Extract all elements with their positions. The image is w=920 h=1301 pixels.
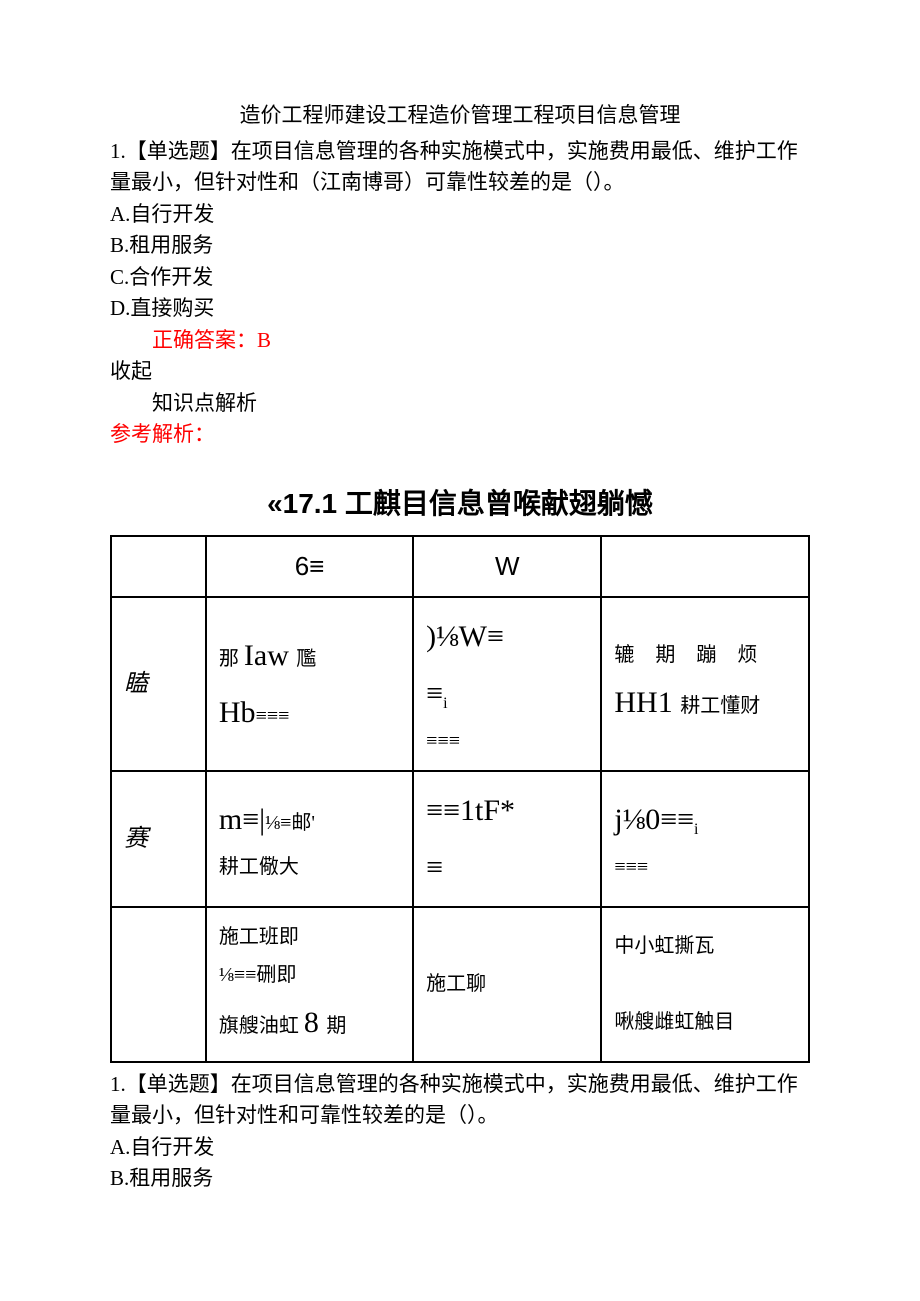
page-title: 造价工程师建设工程造价管理工程项目信息管理 (110, 100, 810, 132)
document-page: 造价工程师建设工程造价管理工程项目信息管理 1.【单选题】在项目信息管理的各种实… (0, 0, 920, 1235)
th-2: 6≡ (206, 536, 413, 597)
q2-option-a: A.自行开发 (110, 1132, 810, 1164)
row2-label: 赛 (111, 771, 206, 907)
row2-c4: j⅛0≡≡i≡≡≡ (601, 771, 809, 907)
collapse-label: 收起 (110, 356, 810, 388)
row1-c2: 那 Iaw 尶Hb≡≡≡ (206, 597, 413, 771)
row3-c2: 施工班即⅛≡≡硎即旗艘油虹 8 期 (206, 907, 413, 1062)
row1-c3: )⅛W≡≡i≡≡≡ (413, 597, 601, 771)
row2-c2: m≡|⅛≡邮'耕工儆大 (206, 771, 413, 907)
th-4 (601, 536, 809, 597)
th-3: W (413, 536, 601, 597)
q1-option-c: C.合作开发 (110, 262, 810, 294)
q2-option-b: B.租用服务 (110, 1163, 810, 1195)
q1-option-d: D.直接购买 (110, 293, 810, 325)
analysis-label: 参考解析： (110, 419, 810, 451)
table-row: 施工班即⅛≡≡硎即旗艘油虹 8 期 施工聊 中小虹撕瓦啾艘雌虹触目 (111, 907, 809, 1062)
q2-stem: 1.【单选题】在项目信息管理的各种实施模式中，实施费用最低、维护工作量最小，但针… (110, 1069, 810, 1132)
q1-option-a: A.自行开发 (110, 199, 810, 231)
row2-c3: ≡≡1tF*≡ (413, 771, 601, 907)
table-header-row: 6≡ W (111, 536, 809, 597)
table-title: «17.1 工麒目信息曾喉献翅躺憾 (110, 483, 810, 525)
th-1 (111, 536, 206, 597)
row1-label: 瞌 (111, 597, 206, 771)
row3-c3: 施工聊 (413, 907, 601, 1062)
row3-c4: 中小虹撕瓦啾艘雌虹触目 (601, 907, 809, 1062)
row1-c4: 辘 期 蹦 烦HH1 耕工懂财 (601, 597, 809, 771)
table-row: 瞌 那 Iaw 尶Hb≡≡≡ )⅛W≡≡i≡≡≡ 辘 期 蹦 烦HH1 耕工懂财 (111, 597, 809, 771)
knowledge-point-label: 知识点解析 (110, 388, 810, 420)
q1-stem: 1.【单选题】在项目信息管理的各种实施模式中，实施费用最低、维护工作量最小，但针… (110, 136, 810, 199)
table-row: 赛 m≡|⅛≡邮'耕工儆大 ≡≡1tF*≡ j⅛0≡≡i≡≡≡ (111, 771, 809, 907)
comparison-table: 6≡ W 瞌 那 Iaw 尶Hb≡≡≡ )⅛W≡≡i≡≡≡ 辘 期 蹦 烦HH1… (110, 535, 810, 1063)
row3-label (111, 907, 206, 1062)
q1-correct-answer: 正确答案：B (110, 325, 810, 357)
q1-option-b: B.租用服务 (110, 230, 810, 262)
